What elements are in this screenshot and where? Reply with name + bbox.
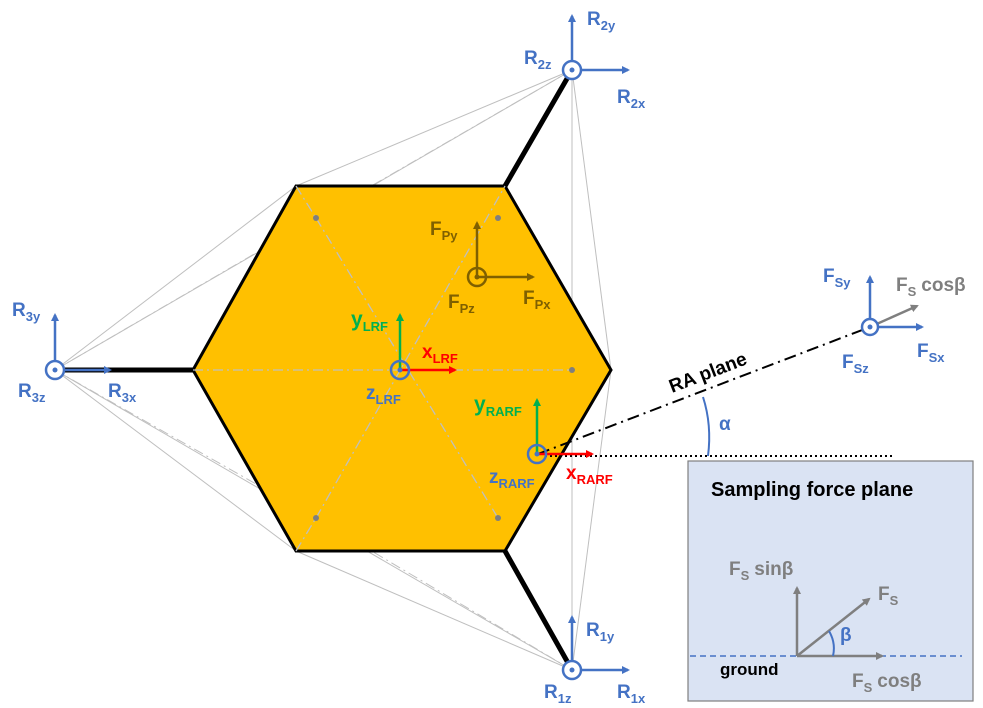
hexagon-construction-lines: [193, 185, 572, 552]
fsx-label: FSx: [917, 341, 945, 365]
fs-cos-label: FS cosβ: [896, 275, 966, 299]
panel-fs-label: FS: [878, 584, 899, 608]
r2z-label: R2z: [524, 48, 552, 72]
fpx-label: FPx: [523, 288, 551, 312]
xrarf-label: xRARF: [566, 463, 613, 487]
lrf-frame: yLRF xLRF zLRF: [351, 308, 458, 407]
fsy-label: FSy: [823, 266, 851, 290]
alpha-arc: [702, 396, 711, 457]
zrarf-label: zRARF: [489, 467, 535, 491]
ra-plane-line: [537, 326, 871, 455]
sampling-force-plane-panel: Sampling force plane β ground FS sinβ FS …: [687, 460, 974, 702]
sampling-force-frame: FSy FS cosβ FSz FSx: [823, 266, 966, 376]
r2-frame: R2y R2z R2x: [524, 9, 646, 111]
r3y-label: R3y: [12, 300, 41, 324]
r3z-label: R3z: [18, 381, 46, 405]
construction-dots: [313, 215, 575, 521]
r1y-label: R1y: [586, 620, 615, 644]
r3x-label: R3x: [108, 381, 137, 405]
r2x-label: R2x: [617, 87, 646, 111]
beta-arc: [828, 630, 835, 657]
xlrf-label: xLRF: [422, 342, 458, 366]
beta-label: β: [840, 625, 852, 646]
fpz-label: FPz: [448, 292, 475, 316]
fpy-label: FPy: [430, 219, 458, 243]
panel-fs-cos-label: FS cosβ: [852, 671, 922, 695]
panel-title: Sampling force plane: [711, 479, 913, 501]
ground-label: ground: [720, 660, 779, 679]
fsz-label: FSz: [842, 352, 869, 376]
r3-frame: R3y R3z R3x: [12, 300, 137, 405]
r1-frame: R1y R1z R1x: [544, 615, 646, 706]
rarf-frame: yRARF xRARF zRARF: [474, 393, 613, 491]
yrarf-label: yRARF: [474, 393, 522, 419]
payload-force-frame: FPy FPz FPx: [430, 219, 551, 316]
ylrf-label: yLRF: [351, 308, 388, 334]
r1x-label: R1x: [617, 682, 646, 706]
ra-plane-label: RA plane: [666, 349, 750, 398]
panel-fs-sin-label: FS sinβ: [729, 559, 793, 583]
zlrf-label: zLRF: [366, 383, 401, 407]
alpha-label: α: [719, 414, 731, 435]
r2y-label: R2y: [587, 9, 616, 33]
r1z-label: R1z: [544, 682, 572, 706]
